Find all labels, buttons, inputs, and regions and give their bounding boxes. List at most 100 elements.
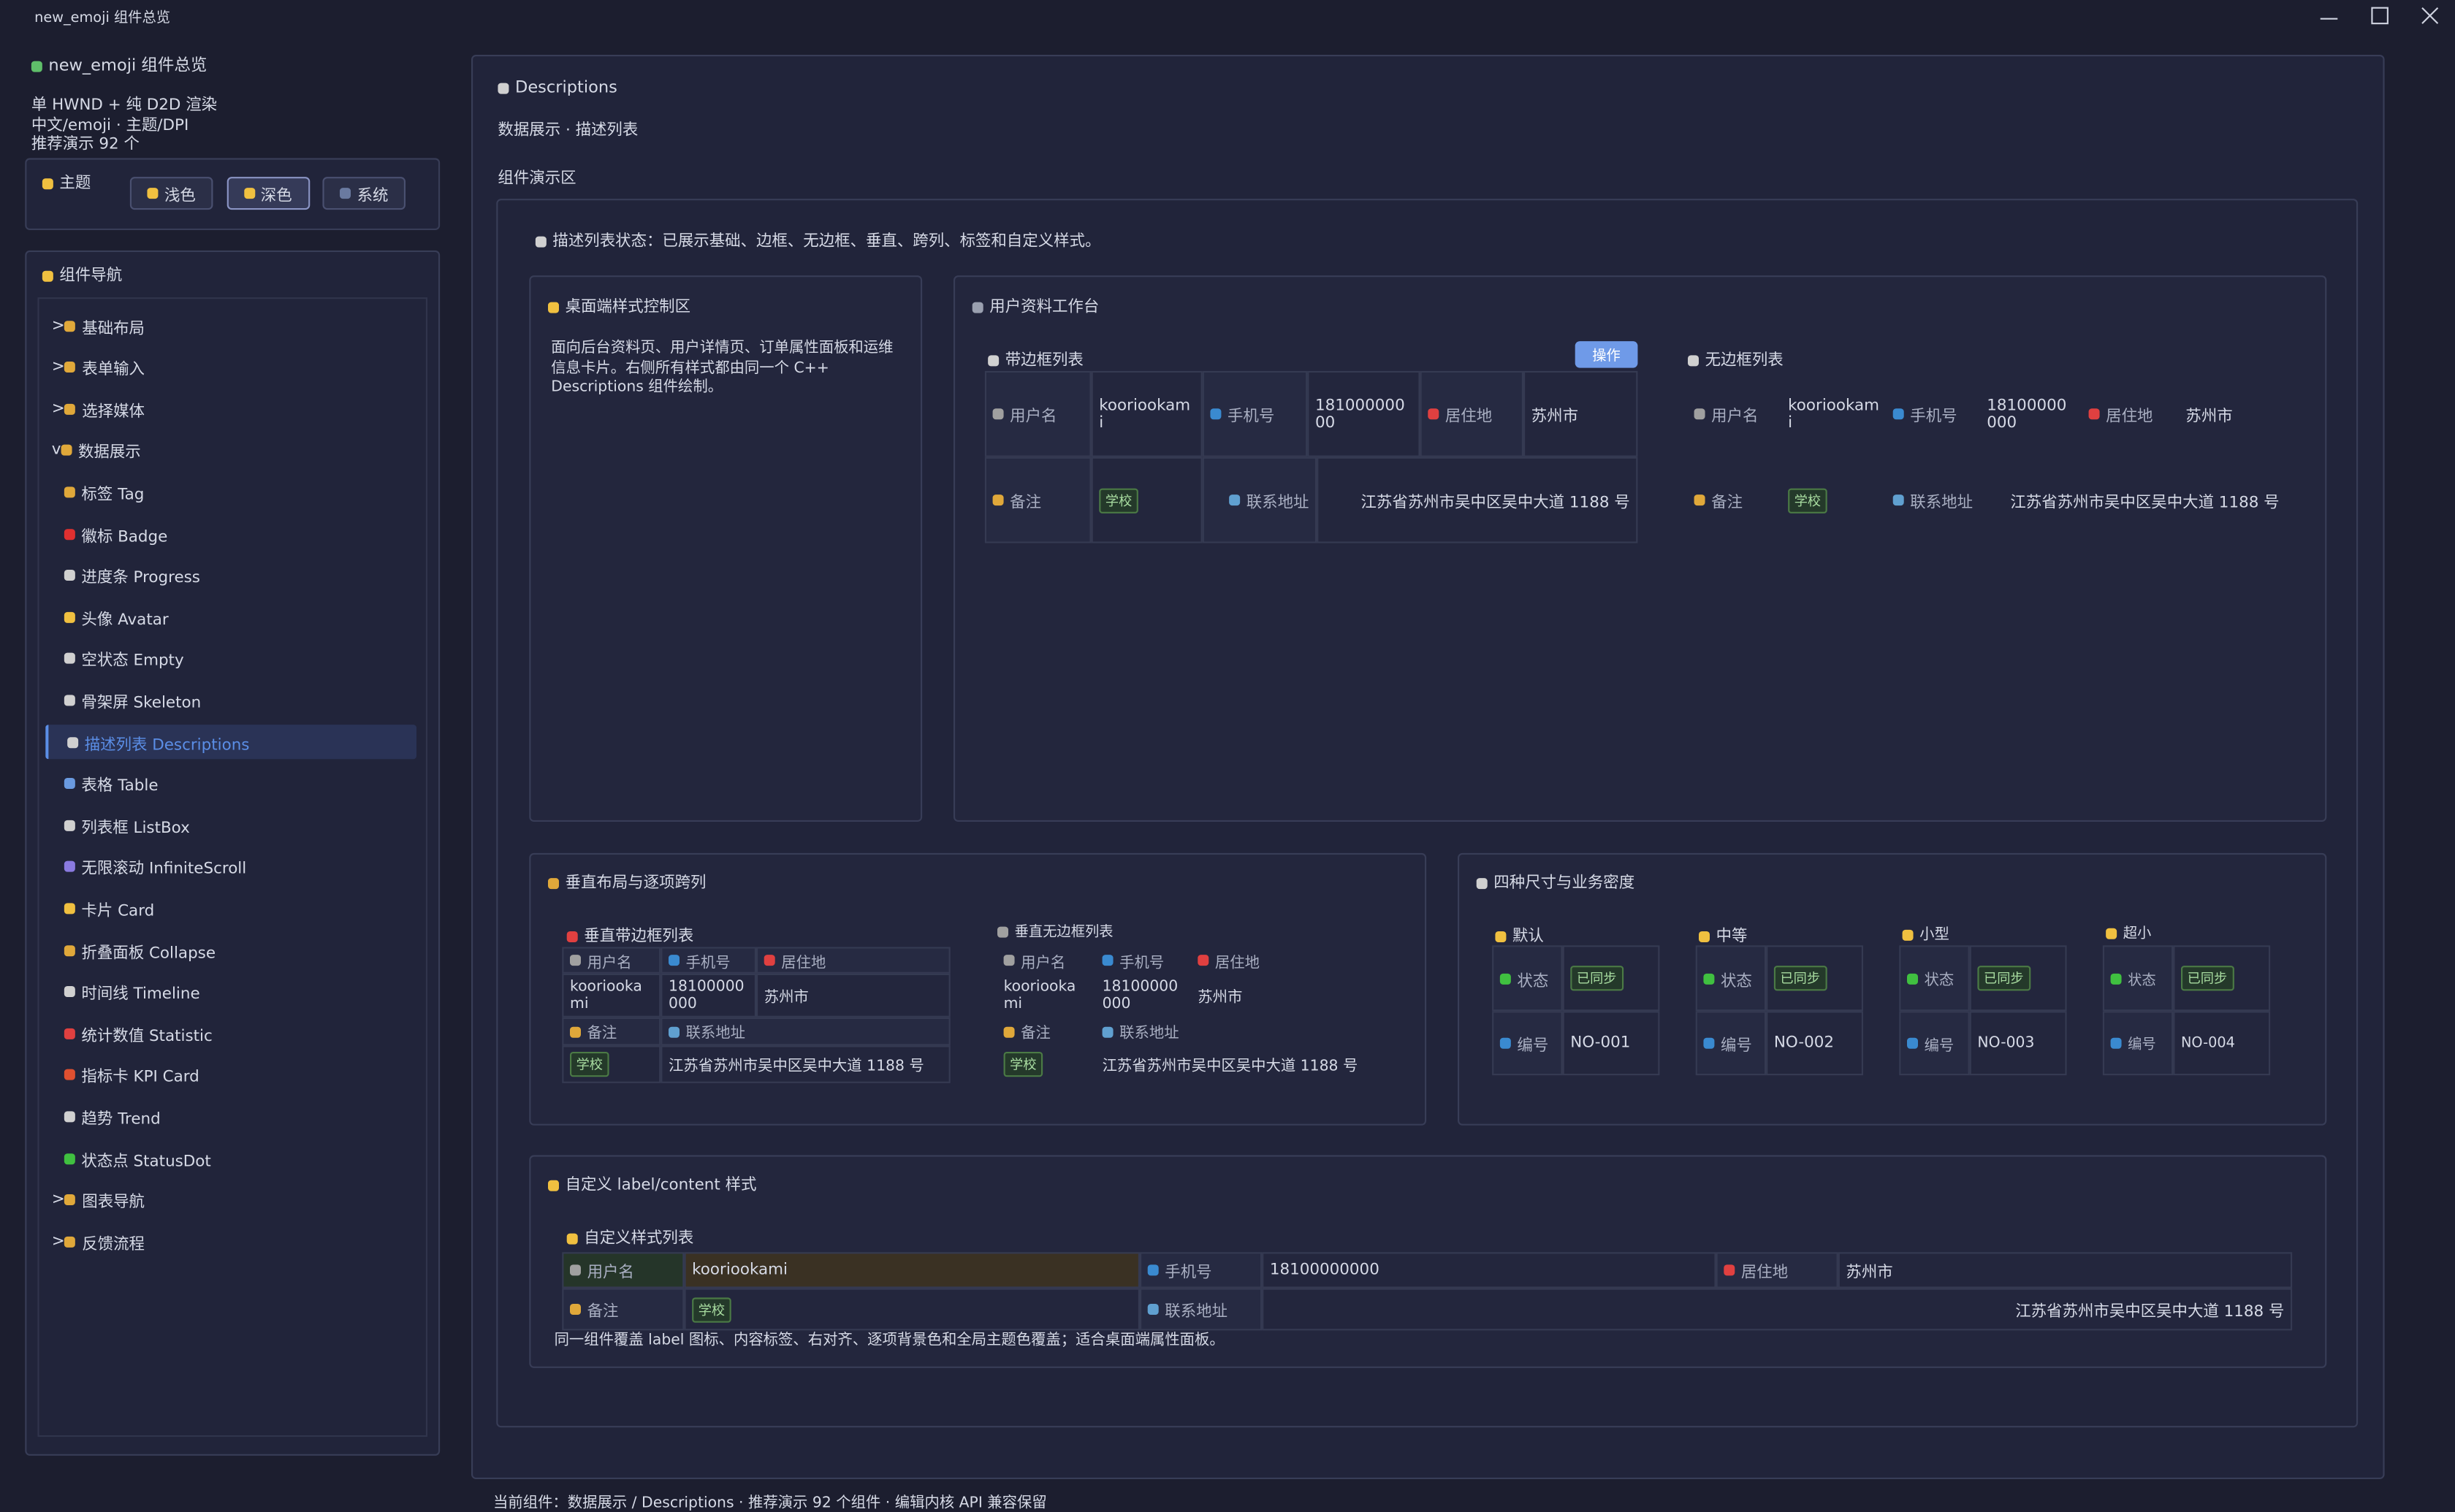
desc-label: 状态 [1695,945,1767,1012]
nav-group[interactable]: > 选择媒体 [52,397,412,421]
close[interactable] [2421,7,2439,24]
desc-content: kooriookami [684,1252,1140,1288]
desc-content: 江苏省苏州市吴中区吴中大道 1188 号 [661,1045,951,1083]
label-text: 编号 [1721,1037,1752,1055]
theme-button[interactable]: 系统 [322,177,406,210]
content-text: NO-002 [1773,1034,1834,1052]
label-text: 状态 [2128,972,2156,989]
title: 无边框列表 [1688,346,1784,370]
nav-item-label: 表格 Table [81,778,159,795]
nav-item[interactable]: 进度条 Progress [45,558,416,592]
nav-item[interactable]: 空状态 Empty [45,641,416,676]
desc-content: 18100000000 [1096,974,1192,1017]
icon [64,611,75,623]
nav-item[interactable]: 状态点 StatusDot [45,1141,416,1175]
nav-item[interactable]: 列表框 ListBox [45,808,416,842]
icon [64,861,75,873]
title-text: 默认 [1512,928,1544,946]
icon [548,1179,559,1191]
nav-item[interactable]: 骨架屏 Skeleton [45,683,416,717]
nav-group[interactable]: > 图表导航 [52,1188,412,1213]
content-text: 18100000000 [1315,397,1405,432]
icon [1229,495,1241,506]
nav-item[interactable]: 表格 Table [45,766,416,801]
nav-group[interactable]: > 反馈流程 [52,1229,412,1254]
icon [1699,930,1710,942]
icon [64,1028,75,1039]
nav-item[interactable]: 头像 Avatar [45,600,416,634]
nav-label: 基础布局 [82,320,145,337]
desc-label: 联系地址 [1096,1017,1385,1046]
label-text: 手机号 [1228,408,1275,426]
content-text: NO-001 [1570,1034,1631,1052]
nav-group[interactable]: > 表单输入 [52,355,412,380]
desc-content: 学校 [562,1045,661,1083]
nav-item[interactable]: 趋势 Trend [45,1099,416,1134]
nav-item[interactable]: 卡片 Card [45,891,416,925]
icon [64,320,76,332]
label-text: 居住地 [781,954,826,971]
action-label: 操作 [1592,348,1621,365]
theme-button[interactable]: 浅色 [129,177,213,210]
label-text: 手机号 [1910,408,1957,426]
nav-item-label: 列表框 ListBox [81,820,190,837]
content-text: 江苏省苏州市吴中区吴中大道 1188 号 [2015,1304,2285,1321]
nav-item[interactable]: 无限滚动 InfiniteScroll [45,849,416,884]
theme-option: 浅色 [164,188,196,205]
desc-content: kooriookami [1091,370,1203,457]
icon [566,930,578,942]
title: 中等 [1699,922,1747,945]
icon [64,778,75,790]
nav-group[interactable]: > 基础布局 [52,313,412,338]
desc-content: 学校 [997,1045,1096,1083]
label-text: 备注 [587,1304,619,1321]
title-text: 桌面端样式控制区 [565,299,690,316]
label-text: 用户名 [1010,408,1057,426]
nav-item-label: 徽标 Badge [81,528,168,546]
card [954,275,2327,822]
label-text: 用户名 [587,1264,634,1282]
nav-item[interactable]: 折叠面板 Collapse [45,933,416,967]
label-text: 用户名 [1021,954,1066,971]
content-text: 江苏省苏州市吴中区吴中大道 1188 号 [669,1058,924,1076]
desc-label: 备注 [1688,457,1782,543]
content-text: 学校 [692,1297,731,1322]
nav-group[interactable]: v 数据展示 [52,438,412,463]
nav-expander: > [51,316,65,335]
nav-item-label: 时间线 Timeline [81,986,200,1004]
card [529,275,923,822]
icon [1003,955,1015,966]
icon [1102,955,1114,966]
desc-label: 联系地址 [1140,1288,1263,1331]
icon [67,736,79,748]
desc-content: 苏州市 [1523,370,1638,457]
desc-content: NO-002 [1766,1011,1863,1076]
icon [64,486,75,498]
label-text: 联系地址 [1165,1304,1228,1321]
icon [1499,972,1511,984]
nav-item[interactable]: 标签 Tag [45,475,416,509]
desc-label: 用户名 [984,370,1092,457]
label-text: 状态 [1924,971,1955,990]
nav-item[interactable]: 统计数值 Statistic [45,1016,416,1050]
desc-label: 编号 [2102,1011,2174,1076]
theme-button[interactable]: 深色 [226,177,310,210]
label-text: 备注 [1010,495,1041,512]
label-text: 用户名 [587,954,632,971]
label-text: 备注 [1711,495,1743,512]
icon [64,1069,75,1081]
maximize[interactable] [2371,7,2389,25]
label-text: 手机号 [1119,954,1165,971]
nav-item[interactable]: 指标卡 KPI Card [45,1058,416,1092]
desc-label: 状态 [2102,945,2174,1012]
desc-label: 居住地 [756,947,951,974]
title: 用户资料工作台 [972,293,1099,316]
action-button[interactable]: 操作 [1575,341,1638,368]
nav-item[interactable]: 描述列表 Descriptions [45,725,417,760]
nav-label: 数据展示 [77,445,141,462]
nav-item[interactable]: 徽标 Badge [45,516,416,551]
content-text: NO-004 [2181,1035,2235,1051]
nav-item[interactable]: 时间线 Timeline [45,974,416,1009]
